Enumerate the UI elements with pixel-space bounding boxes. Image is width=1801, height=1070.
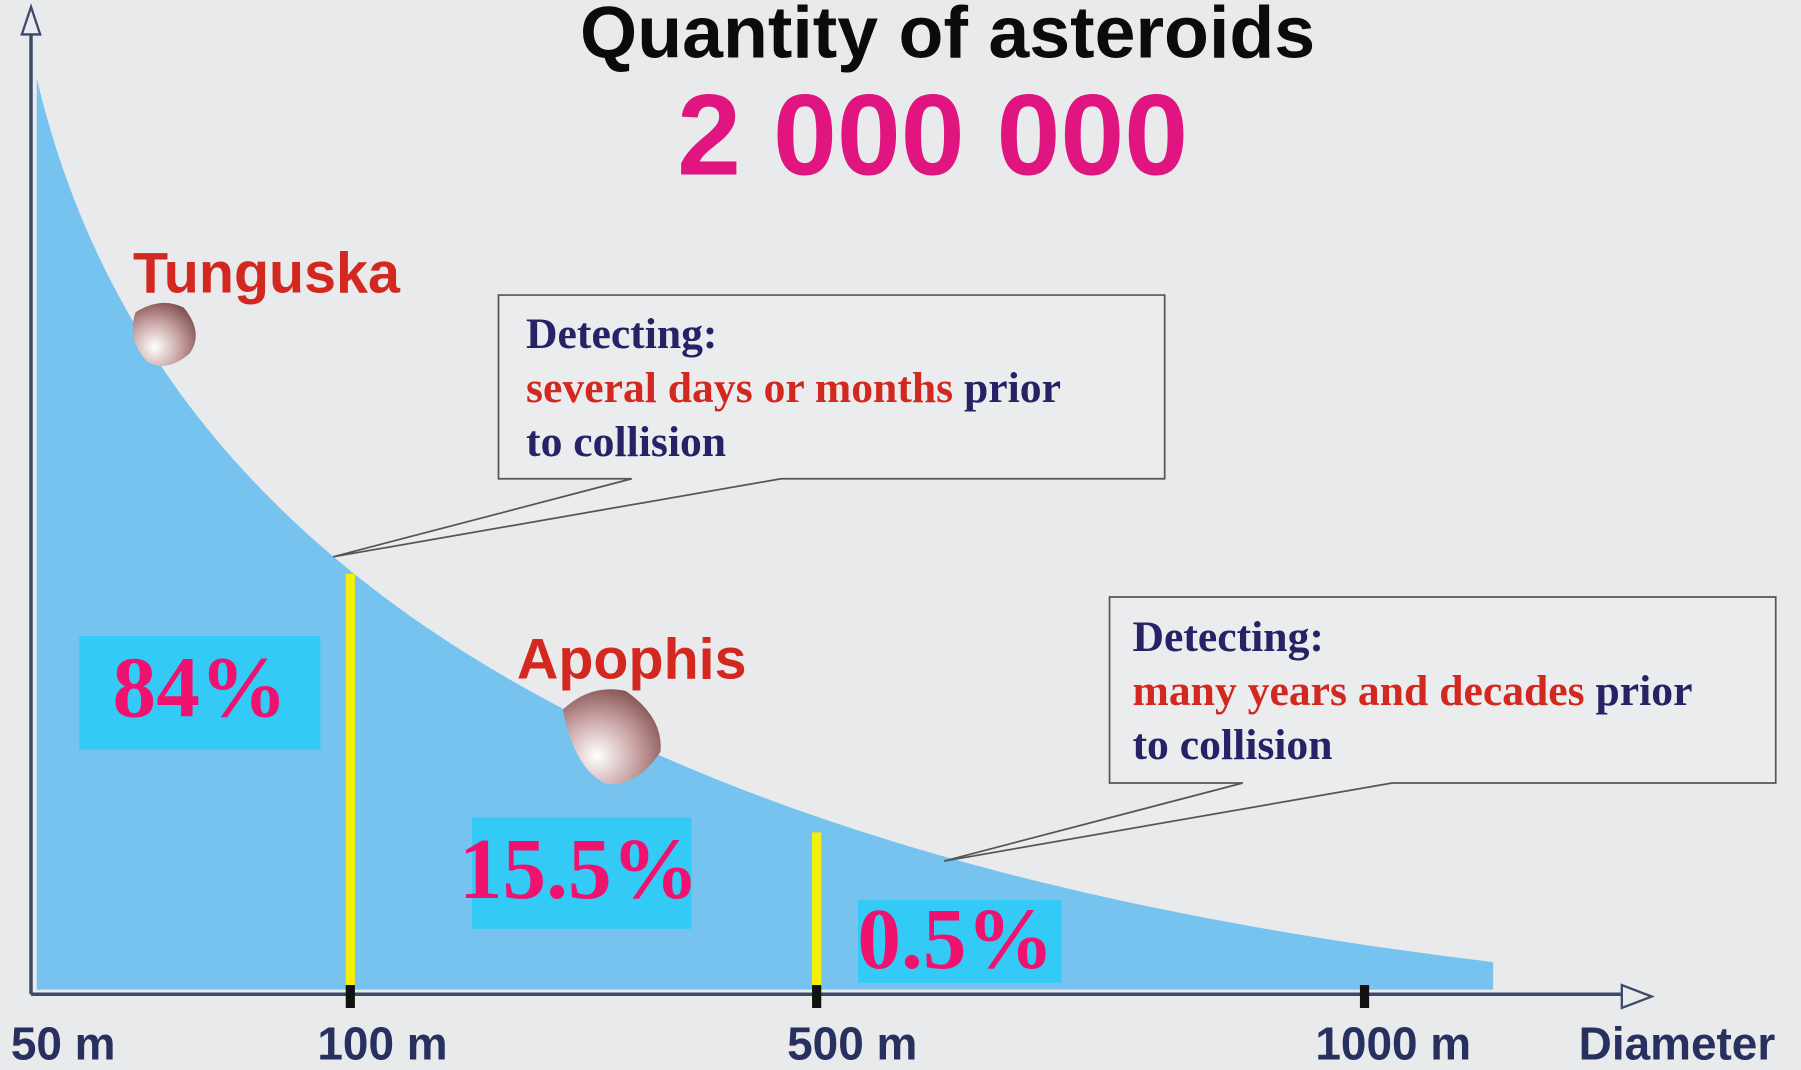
callout-text: prior [1596,667,1693,715]
x-tick-label: 500 m [787,1018,917,1070]
callout-line: to collision [526,418,726,466]
callout-line: many years and decades prior [1133,667,1693,715]
callout-highlight: many years and decades [1133,667,1585,715]
share: 15.5% [459,820,699,917]
x-tick-label: 1000 m [1315,1018,1471,1070]
callout-line: to collision [1133,721,1333,769]
callout-heading: Detecting: [1133,613,1324,661]
callout-line: several days or months prior [526,364,1061,412]
callout-text: prior [964,364,1061,412]
x-tick-label: 100 m [317,1018,447,1070]
x-tick-label: 50 m [11,1018,116,1070]
callout-heading: Detecting: [526,310,717,358]
axis-name: Diameter [1579,1018,1776,1070]
object-label: Tunguska [133,242,401,306]
diagram: Quantity of asteroids 2 000 000 50 m 100… [0,0,1801,1070]
share: 84% [113,638,288,735]
total: 2 000 000 [677,72,1188,200]
callout-highlight: several days or months [526,364,953,412]
object-label: Apophis [517,628,747,692]
title: Quantity of asteroids [580,0,1315,73]
share: 0.5% [857,890,1053,987]
